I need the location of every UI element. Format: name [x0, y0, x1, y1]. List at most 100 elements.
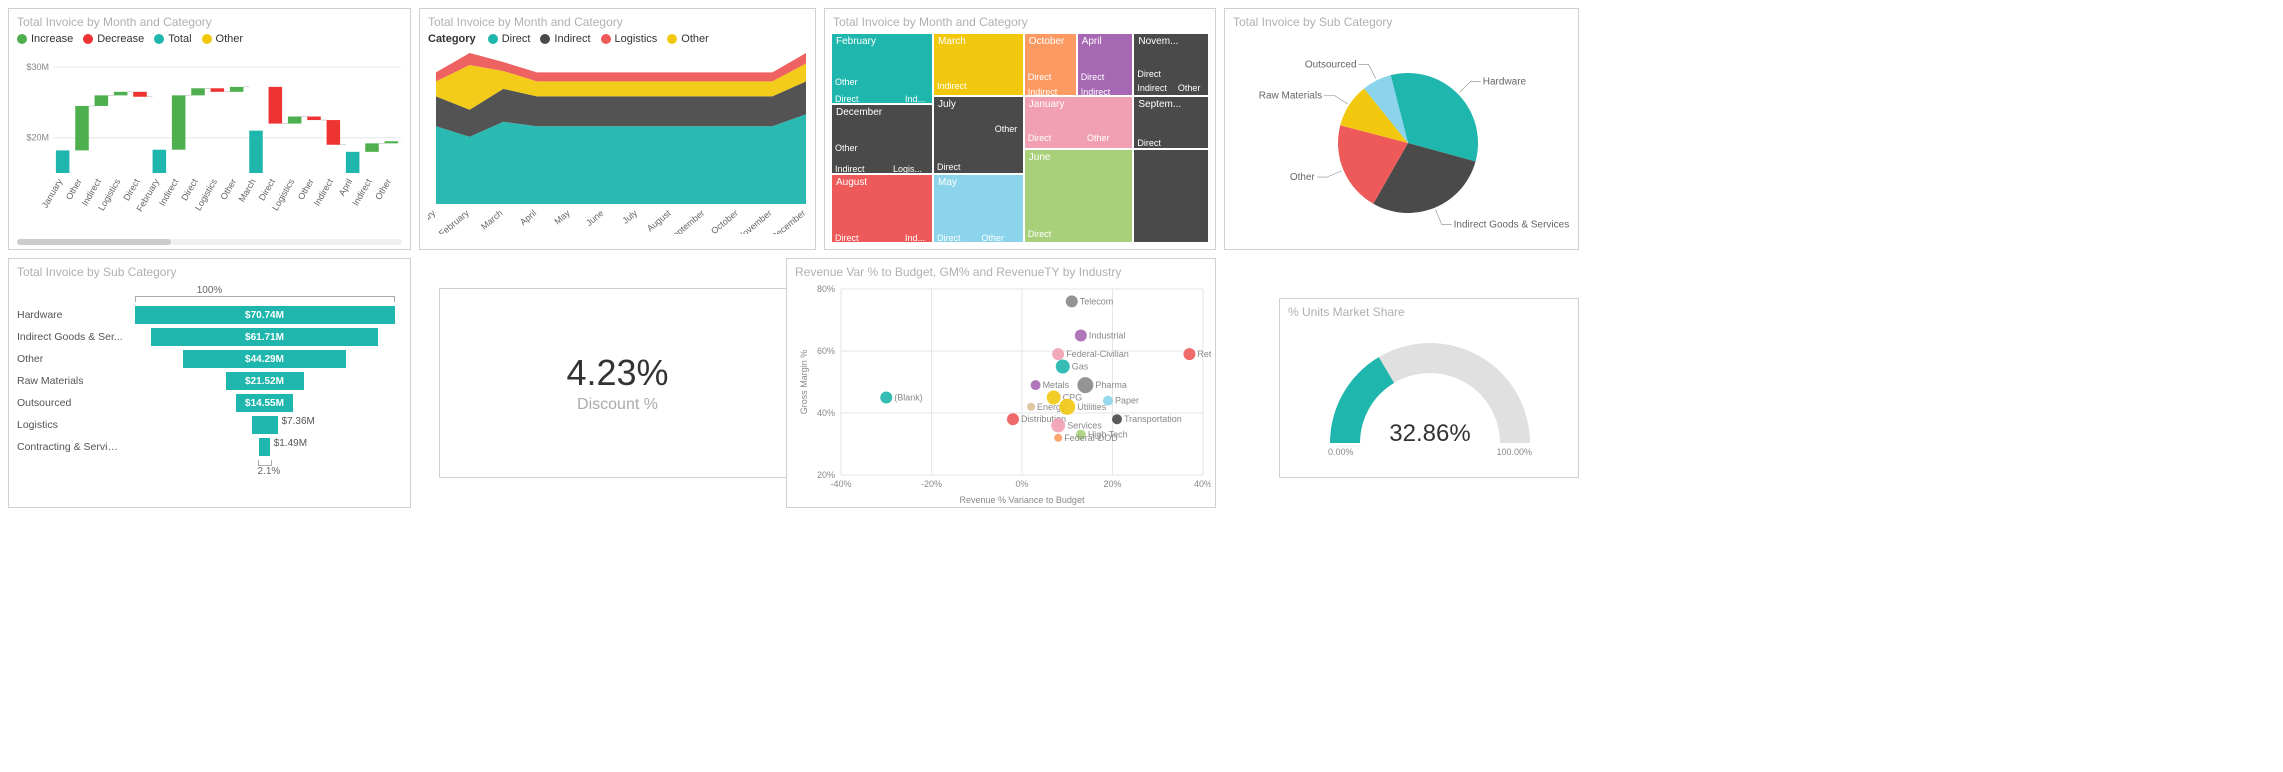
legend-item[interactable]: Total	[154, 33, 191, 45]
funnel-row[interactable]: Hardware$70.74M	[17, 304, 402, 326]
svg-text:$30M: $30M	[26, 62, 49, 72]
waterfall-scrollbar[interactable]	[17, 239, 402, 245]
svg-text:40%: 40%	[817, 408, 835, 418]
svg-text:-40%: -40%	[830, 479, 851, 489]
waterfall-scrollbar-thumb[interactable]	[17, 239, 171, 245]
treemap-subcell: Ind...	[902, 93, 928, 104]
treemap-cell[interactable]: MayDirectOther	[933, 174, 1024, 243]
treemap-cell[interactable]: FebruaryOtherDirectInd...	[831, 33, 933, 104]
svg-text:Metals: Metals	[1043, 380, 1070, 390]
svg-text:Revenue % Variance to Budget: Revenue % Variance to Budget	[960, 495, 1085, 505]
svg-text:0.00%: 0.00%	[1328, 447, 1354, 457]
svg-text:March: March	[479, 208, 505, 232]
funnel-bar: $14.55M	[236, 394, 293, 412]
scatter-chart[interactable]: -40%-20%0%20%40%20%40%60%80%TelecomIndus…	[795, 283, 1211, 505]
waterfall-chart[interactable]: $30M$20MJanuaryOtherIndirectLogisticsDir…	[17, 49, 405, 229]
pie-card: Total Invoice by Sub Category HardwareIn…	[1224, 8, 1579, 250]
treemap-cell[interactable]: MarchIndirect	[933, 33, 1024, 96]
funnel-row[interactable]: Indirect Goods & Ser...$61.71M	[17, 326, 402, 348]
treemap-cell[interactable]: Septem...Direct	[1133, 96, 1209, 149]
treemap-card: Total Invoice by Month and Category Febr…	[824, 8, 1216, 250]
svg-text:Hardware: Hardware	[1483, 76, 1527, 87]
treemap-cell[interactable]: AugustDirectInd...	[831, 174, 933, 243]
treemap-cell[interactable]: JanuaryDirectOther	[1024, 96, 1134, 149]
waterfall-legend: Increase Decrease Total Other	[17, 33, 402, 45]
svg-text:Outsourced: Outsourced	[1305, 59, 1357, 70]
legend-item[interactable]: Other	[202, 33, 244, 45]
svg-text:January: January	[428, 208, 438, 234]
funnel-chart[interactable]: Hardware$70.74MIndirect Goods & Ser...$6…	[17, 304, 402, 458]
svg-text:Pharma: Pharma	[1095, 380, 1127, 390]
svg-text:Indirect: Indirect	[312, 177, 336, 208]
svg-text:Transportation: Transportation	[1124, 414, 1182, 424]
svg-text:April: April	[337, 177, 355, 198]
funnel-title: Total Invoice by Sub Category	[17, 265, 402, 279]
funnel-bottom-pct: 2.1%	[258, 466, 272, 477]
scatter-title: Revenue Var % to Budget, GM% and Revenue…	[795, 265, 1207, 279]
treemap-subcell: Direct	[1134, 68, 1164, 80]
treemap-subcell: Direct	[1025, 132, 1055, 144]
svg-text:Other: Other	[373, 177, 393, 201]
funnel-bar: $61.71M	[151, 328, 377, 346]
svg-text:July: July	[620, 208, 639, 226]
treemap-subcell: Logis...	[890, 163, 925, 174]
funnel-row[interactable]: Outsourced $14.55M	[17, 392, 402, 414]
legend-item[interactable]: Other	[667, 33, 709, 45]
treemap-subcell: Indirect	[832, 163, 868, 174]
treemap-cell[interactable]: Novem...DirectIndirectOther	[1133, 33, 1209, 96]
svg-text:Other: Other	[1290, 172, 1316, 183]
funnel-bar	[252, 416, 278, 434]
svg-text:Other: Other	[296, 177, 316, 201]
kpi-card: 4.23% Discount %	[439, 288, 796, 478]
funnel-top-pct: 100%	[17, 285, 402, 296]
ribbon-chart[interactable]: JanuaryFebruaryMarchAprilMayJuneJulyAugu…	[428, 49, 810, 234]
treemap-cell[interactable]	[1133, 149, 1209, 244]
svg-text:Indirect: Indirect	[157, 177, 181, 208]
svg-text:Industrial: Industrial	[1089, 331, 1126, 341]
treemap-chart[interactable]: FebruaryOtherDirectInd...MarchIndirectOc…	[831, 33, 1209, 243]
waterfall-title: Total Invoice by Month and Category	[17, 15, 402, 29]
gauge-title: % Units Market Share	[1288, 305, 1570, 319]
legend-item[interactable]: Decrease	[83, 33, 144, 45]
funnel-row[interactable]: Raw Materials$21.52M	[17, 370, 402, 392]
funnel-row-label: Other	[17, 353, 127, 365]
funnel-row[interactable]: Logistics$7.36M	[17, 414, 402, 436]
kpi-label: Discount %	[577, 396, 658, 414]
ribbon-legend: CategoryDirectIndirectLogisticsOther	[428, 33, 807, 45]
pie-chart[interactable]: HardwareIndirect Goods & ServicesOtherRa…	[1233, 33, 1573, 243]
svg-text:100.00%: 100.00%	[1496, 447, 1532, 457]
legend-item[interactable]: Direct	[488, 33, 531, 45]
pie-title: Total Invoice by Sub Category	[1233, 15, 1570, 29]
treemap-cell[interactable]: DecemberOtherIndirectLogis...	[831, 104, 933, 173]
svg-text:Raw Materials: Raw Materials	[1259, 90, 1322, 101]
funnel-row[interactable]: Other$44.29M	[17, 348, 402, 370]
svg-text:December: December	[769, 208, 807, 234]
funnel-value: $1.49M	[270, 438, 307, 449]
svg-text:February: February	[437, 208, 471, 234]
legend-item[interactable]: Increase	[17, 33, 73, 45]
treemap-cell[interactable]: JulyOtherDirect	[933, 96, 1024, 174]
svg-text:20%: 20%	[1103, 479, 1121, 489]
treemap-cell[interactable]: AprilDirectIndirect	[1077, 33, 1134, 96]
svg-text:32.86%: 32.86%	[1389, 420, 1470, 447]
svg-text:May: May	[552, 208, 572, 227]
kpi-value: 4.23%	[566, 352, 668, 394]
treemap-cell[interactable]: JuneDirect	[1024, 149, 1134, 244]
svg-text:Utilities: Utilities	[1077, 402, 1107, 412]
treemap-subcell: Direct	[1078, 71, 1108, 83]
funnel-row[interactable]: Contracting & Services$1.49M	[17, 436, 402, 458]
dashboard-grid: Total Invoice by Month and Category Incr…	[8, 8, 2275, 508]
legend-item[interactable]: Indirect	[540, 33, 590, 45]
svg-text:October: October	[709, 208, 740, 234]
legend-item[interactable]: Logistics	[601, 33, 658, 45]
scatter-card: Revenue Var % to Budget, GM% and Revenue…	[786, 258, 1216, 508]
treemap-subcell: Other	[978, 232, 1007, 243]
funnel-row-label: Outsourced	[17, 397, 127, 409]
svg-text:Indirect: Indirect	[350, 177, 374, 208]
gauge-chart[interactable]: 32.86% 0.00% 100.00%	[1288, 323, 1572, 468]
treemap-subcell: Direct	[934, 232, 964, 243]
treemap-cell[interactable]: OctoberDirectIndirect	[1024, 33, 1077, 96]
ribbon-card: Total Invoice by Month and Category Cate…	[419, 8, 816, 250]
treemap-subcell: Direct	[832, 232, 862, 243]
svg-text:September: September	[666, 208, 706, 234]
